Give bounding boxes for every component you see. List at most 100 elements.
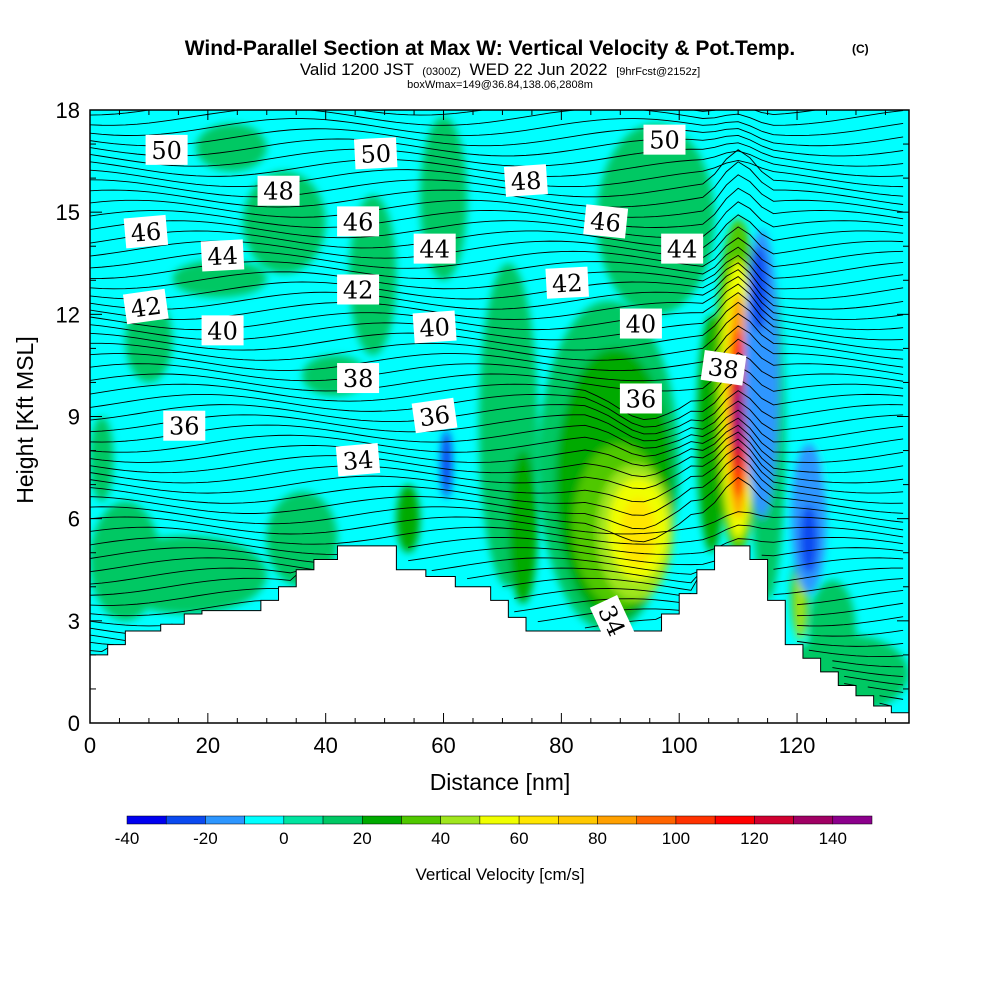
theta-isoline bbox=[90, 201, 904, 239]
colorbar-segment bbox=[205, 815, 245, 825]
theta-isoline bbox=[90, 586, 291, 606]
theta-label-bg bbox=[163, 410, 206, 441]
theta-label: 44 bbox=[200, 239, 245, 272]
colorbar-segment bbox=[283, 815, 324, 825]
colorbar-segment bbox=[479, 815, 520, 825]
theta-label: 50 bbox=[353, 137, 398, 170]
theta-labels: 50 50 50 48 48 46 46 46 44 44 44 42 42 42 40 40 40 38 38 36… bbox=[122, 124, 747, 646]
theta-label-bg bbox=[257, 175, 300, 206]
theta-label: 46 bbox=[583, 204, 629, 239]
colorbar-segment bbox=[440, 815, 481, 825]
theta-isoline bbox=[90, 118, 904, 136]
colorbar-tick-label: 120 bbox=[740, 829, 768, 848]
theta-label-text: 46 bbox=[343, 208, 374, 236]
colorbar-tick-label: 20 bbox=[353, 829, 372, 848]
theta-label-bg bbox=[412, 310, 457, 344]
theta-isoline bbox=[408, 536, 904, 555]
theta-isoline bbox=[90, 313, 904, 361]
colorbar-tick-label: 100 bbox=[662, 829, 690, 848]
theta-isoline bbox=[90, 214, 904, 249]
theta-isoline bbox=[467, 567, 704, 584]
theta-label-bg bbox=[413, 233, 456, 264]
y-tick-label: 15 bbox=[56, 200, 80, 225]
theta-isoline bbox=[90, 338, 904, 382]
theta-label-bg bbox=[353, 137, 398, 170]
velocity-cell bbox=[440, 430, 453, 499]
subtitle-valid: Valid 1200 JST bbox=[300, 60, 414, 79]
theta-label-bg bbox=[619, 308, 662, 339]
theta-isoline bbox=[90, 301, 904, 351]
theta-label-text: 44 bbox=[667, 236, 698, 264]
theta-isoline bbox=[90, 269, 904, 310]
x-tick-label: 120 bbox=[779, 733, 816, 758]
theta-isoline bbox=[90, 110, 904, 126]
theta-isoline bbox=[514, 588, 692, 599]
theta-isoline bbox=[90, 477, 904, 543]
theta-label: 36 bbox=[411, 397, 458, 434]
theta-isoline bbox=[90, 567, 303, 585]
theta-isoline bbox=[90, 161, 904, 208]
theta-label-text: 42 bbox=[343, 276, 374, 304]
x-tick-label: 40 bbox=[313, 733, 337, 758]
theta-isoline bbox=[797, 589, 904, 606]
velocity-cell bbox=[396, 484, 420, 553]
theta-label: 36 bbox=[619, 383, 662, 414]
theta-label-text: 38 bbox=[343, 365, 374, 393]
theta-isoline bbox=[408, 545, 727, 566]
theta-label-text: 36 bbox=[418, 401, 452, 433]
colorbar-segment bbox=[518, 815, 559, 825]
x-tick-label: 0 bbox=[84, 733, 96, 758]
chart-subtitle-2: boxWmax=149@36.84,138.06,2808m bbox=[407, 79, 593, 91]
y-tick-label: 6 bbox=[68, 507, 80, 532]
theta-label-bg bbox=[589, 595, 635, 646]
colorbar-segment bbox=[793, 815, 834, 825]
theta-isoline bbox=[90, 557, 314, 573]
theta-isoline bbox=[797, 602, 904, 617]
theta-label-bg bbox=[503, 164, 548, 197]
theta-label-bg bbox=[335, 443, 381, 477]
theta-isoline bbox=[90, 400, 904, 442]
theta-label-text: 48 bbox=[510, 166, 542, 196]
x-tick-label: 60 bbox=[431, 733, 455, 758]
theta-isoline bbox=[90, 262, 904, 300]
chart-title-mark: (C) bbox=[852, 42, 869, 56]
theta-isoline bbox=[90, 424, 904, 467]
colorbar-segment bbox=[597, 815, 637, 825]
colorbar-tick-label: 80 bbox=[588, 829, 607, 848]
theta-label-text: 40 bbox=[207, 317, 238, 345]
x-tick-label: 100 bbox=[661, 733, 698, 758]
theta-label-bg bbox=[337, 206, 380, 237]
theta-label-text: 42 bbox=[129, 292, 163, 324]
theta-isoline bbox=[90, 465, 904, 530]
theta-isoline bbox=[90, 569, 303, 596]
theta-label: 42 bbox=[122, 288, 169, 325]
theta-isoline bbox=[773, 557, 904, 570]
subtitle-utc: (0300Z) bbox=[422, 66, 461, 78]
theta-isoline bbox=[90, 446, 904, 503]
x-tick-label: 20 bbox=[196, 733, 220, 758]
y-tick-label: 18 bbox=[56, 98, 80, 123]
x-axis-label: Distance [nm] bbox=[430, 769, 571, 795]
theta-label: 38 bbox=[700, 350, 747, 386]
velocity-cell bbox=[820, 399, 851, 502]
colorbar-segment bbox=[832, 815, 873, 825]
y-axis-label: Height [Kft MSL] bbox=[12, 336, 38, 503]
colorbar-tick-label: 0 bbox=[279, 829, 288, 848]
colorbar-tick-label: -20 bbox=[193, 829, 218, 848]
theta-isoline bbox=[90, 599, 267, 617]
theta-isoline bbox=[90, 455, 904, 516]
theta-label-text: 50 bbox=[151, 137, 182, 165]
theta-isoline bbox=[90, 159, 904, 188]
theta-isoline bbox=[431, 557, 703, 575]
theta-isoline bbox=[90, 378, 904, 428]
theta-label-text: 50 bbox=[360, 139, 392, 169]
theta-label-bg bbox=[122, 288, 169, 325]
velocity-cell bbox=[620, 498, 656, 567]
theta-label-bg bbox=[123, 214, 169, 249]
velocity-cell bbox=[196, 123, 267, 172]
theta-label-bg bbox=[337, 363, 380, 394]
theta-label-text: 38 bbox=[706, 353, 740, 385]
theta-isoline bbox=[90, 149, 904, 198]
colorbar-segment bbox=[675, 815, 716, 825]
